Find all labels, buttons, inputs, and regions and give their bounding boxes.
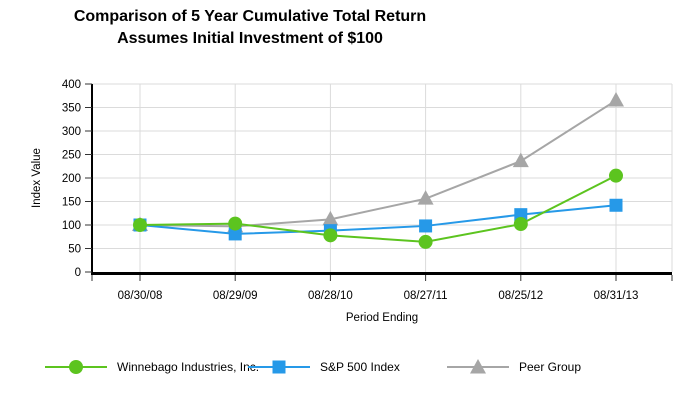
y-tick-label: 400 (62, 79, 81, 91)
circle-marker-icon (323, 228, 338, 243)
square-legend-marker-icon (248, 360, 310, 374)
series-line (139, 204, 617, 235)
x-tick-label: 08/27/11 (404, 290, 448, 302)
chart-title-line1: Comparison of 5 Year Cumulative Total Re… (73, 8, 427, 25)
x-tick-label: 08/29/09 (213, 290, 258, 302)
circle-marker-icon (133, 218, 147, 232)
chart-title-line2: Assumes Initial Investment of $100 (117, 30, 383, 47)
y-tick-label: 250 (62, 150, 81, 162)
series-line (139, 99, 617, 228)
y-tick-label: 0 (75, 267, 81, 279)
x-tick-label: 08/30/08 (118, 290, 163, 302)
triangle-marker-icon (322, 210, 339, 226)
chart-legend: Winnebago Industries, Inc. S&P 500 Index P… (0, 356, 696, 386)
circle-marker-icon (418, 234, 433, 249)
triangle-marker-icon (470, 359, 486, 374)
triangle-marker-icon (512, 152, 529, 168)
legend-label: S&P 500 Index (320, 360, 400, 374)
circle-legend-marker-icon (45, 360, 107, 374)
y-axis-title: Index Value (31, 148, 43, 208)
y-tick-label: 100 (62, 220, 81, 232)
legend-label: Winnebago Industries, Inc. (117, 360, 260, 374)
series-square (133, 198, 623, 241)
series-circle (133, 168, 623, 249)
circle-marker-icon (513, 217, 528, 232)
x-tick-label: 08/25/12 (498, 290, 543, 302)
y-tick-label: 150 (62, 197, 81, 209)
y-tick-label: 200 (62, 173, 81, 185)
triangle-marker-icon (608, 91, 624, 107)
square-marker-icon (609, 198, 623, 212)
x-tick-label: 08/28/10 (308, 290, 353, 302)
triangle-legend-marker-icon (447, 359, 509, 374)
legend-item: Peer Group (447, 356, 581, 378)
y-tick-label: 300 (62, 126, 81, 138)
circle-marker-icon (228, 216, 243, 231)
square-marker-icon (272, 360, 286, 374)
y-tick-label: 350 (62, 103, 81, 115)
square-marker-icon (419, 219, 433, 233)
y-tick-label: 50 (68, 244, 81, 256)
legend-item: Winnebago Industries, Inc. (45, 356, 259, 378)
legend-label: Peer Group (519, 360, 582, 374)
chart-title: Comparison of 5 Year Cumulative Total Re… (0, 6, 500, 50)
circle-marker-icon (609, 168, 623, 183)
square-marker-icon (228, 227, 242, 241)
circle-marker-icon (69, 360, 83, 374)
legend-item: S&P 500 Index (248, 356, 400, 378)
x-axis-title: Period Ending (346, 312, 418, 324)
triangle-marker-icon (417, 190, 434, 205)
series-line (139, 174, 617, 243)
x-tick-label: 08/31/13 (594, 290, 639, 302)
total-return-line-chart: 0 50 100 150 200 250 300 350 400 08/30/08 08/29/09… (31, 79, 673, 324)
